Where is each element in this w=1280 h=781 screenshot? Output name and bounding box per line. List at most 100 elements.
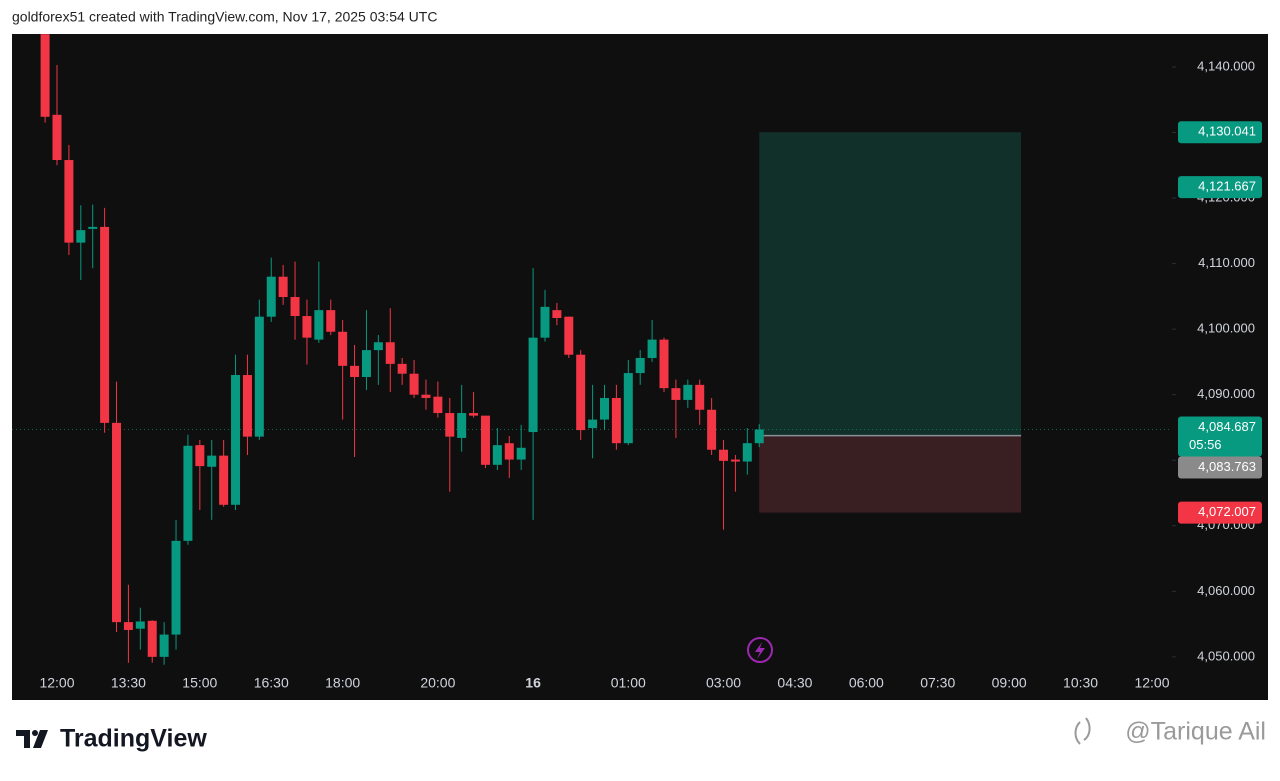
plot-area [12, 34, 1172, 665]
candle-body [338, 331, 348, 366]
x-tick-label: 12:00 [39, 675, 74, 691]
candle-body [302, 316, 312, 338]
y-tick-label: 4,050.000 [1197, 648, 1255, 663]
candle-body [707, 409, 717, 450]
candle-body [147, 620, 157, 657]
price-label-box [1178, 176, 1262, 199]
candle-body [112, 422, 122, 623]
candle-body [183, 445, 193, 541]
candle-body [754, 429, 764, 444]
candle-body [421, 394, 431, 398]
x-tick-label: 01:00 [611, 675, 646, 691]
entry-label: 4,083.763 [1198, 459, 1256, 474]
x-tick-label: 06:00 [849, 675, 884, 691]
candle-body [695, 384, 705, 410]
y-tick-label: 4,060.000 [1197, 583, 1255, 598]
candle-body [540, 306, 550, 338]
candle-body [576, 354, 586, 431]
candle-body [445, 413, 455, 437]
x-tick-label: 18:00 [325, 675, 360, 691]
candle-body [373, 342, 383, 351]
candle-body [611, 397, 621, 444]
axes: 4,050.0004,060.0004,070.0004,080.0004,09… [39, 58, 1262, 691]
y-tick-label: 4,090.000 [1197, 386, 1255, 401]
x-tick-label: 16 [525, 675, 541, 691]
candle-body [135, 621, 145, 629]
candle-body [469, 413, 479, 416]
candle-body [76, 230, 86, 243]
candle-body [635, 357, 645, 374]
x-tick-label: 16:30 [254, 675, 289, 691]
candle-body [552, 310, 562, 318]
candle-body [599, 397, 609, 420]
candle-body [683, 384, 693, 400]
candle-body [314, 310, 324, 340]
candle-body [64, 160, 74, 243]
x-tick-label: 07:30 [920, 675, 955, 691]
candle-body [88, 226, 98, 229]
profit-zone [759, 132, 1022, 436]
watermark-text: @Tarique Ail [1125, 718, 1266, 746]
watermark-icon [1074, 717, 1091, 745]
candle-body [326, 310, 336, 332]
brand-text: TradingView [60, 725, 207, 753]
candle-body [742, 443, 752, 462]
candle-body [159, 634, 169, 657]
candle-body [52, 114, 62, 161]
candle-body [480, 415, 490, 465]
last-price-label: 4,084.687 [1198, 419, 1256, 434]
candle-body [623, 373, 633, 444]
candle-body [195, 445, 205, 467]
loss-zone [759, 435, 1022, 513]
candle-body [504, 443, 514, 460]
candle-body [588, 419, 598, 429]
candle-body [242, 375, 252, 437]
candle-body [266, 276, 276, 317]
price-label: 4,121.667 [1198, 179, 1256, 194]
last-price-label-box [1178, 416, 1262, 457]
candle-body [123, 622, 133, 630]
candle-body [457, 413, 467, 438]
candle-body [207, 455, 217, 467]
candle-body [433, 396, 443, 414]
candle-body [231, 375, 241, 505]
candle-body [171, 540, 181, 635]
y-tick-label: 4,140.000 [1197, 58, 1255, 73]
y-tick-label: 4,100.000 [1197, 321, 1255, 336]
candle-body [100, 226, 110, 423]
stop-label: 4,072.007 [1198, 504, 1256, 519]
entry-label-box [1178, 456, 1262, 479]
candle-body [492, 445, 502, 465]
brand-logo [16, 730, 48, 748]
x-tick-label: 09:00 [992, 675, 1027, 691]
candle-body [290, 297, 300, 317]
x-tick-label: 03:00 [706, 675, 741, 691]
x-tick-label: 20:00 [420, 675, 455, 691]
candle-body [659, 339, 669, 389]
header-text: goldforex51 created with TradingView.com… [12, 9, 437, 25]
target-label: 4,130.041 [1198, 124, 1256, 139]
candle-body [397, 363, 407, 374]
countdown-label: 05:56 [1189, 437, 1222, 452]
x-tick-label: 13:30 [111, 675, 146, 691]
candle-body [219, 455, 229, 505]
candle-body [254, 316, 264, 437]
x-tick-label: 15:00 [182, 675, 217, 691]
candle-body [516, 447, 526, 460]
candle-body [350, 365, 360, 377]
candle-body [409, 373, 419, 395]
candle-body [671, 388, 681, 400]
candle-body [730, 459, 740, 462]
candle-body [361, 350, 371, 377]
candle-body [564, 316, 574, 355]
alert-icon [747, 637, 773, 663]
candle-body [528, 337, 538, 433]
x-tick-label: 10:30 [1063, 675, 1098, 691]
x-tick-label: 04:30 [777, 675, 812, 691]
target-label-box [1178, 121, 1262, 144]
y-tick-label: 4,110.000 [1198, 255, 1255, 270]
candle-body [647, 339, 657, 358]
candle-body [40, 34, 50, 117]
x-tick-label: 12:00 [1134, 675, 1169, 691]
